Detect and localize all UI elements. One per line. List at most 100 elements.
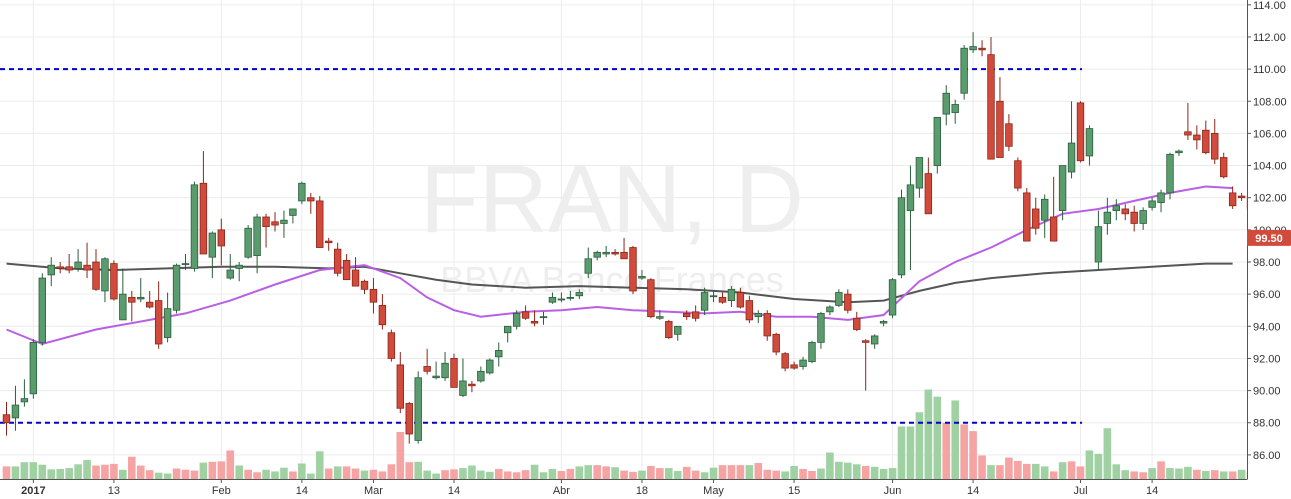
price-tick-label: 90.00 [1253,386,1281,398]
candle-body [530,321,539,324]
candle-body [1139,210,1147,224]
volume-bar [92,465,100,479]
candle-body [709,295,718,298]
volume-bar [924,389,933,479]
price-tick-label: 104.00 [1253,161,1287,173]
candle-body [342,259,351,281]
volume-bar [575,466,584,479]
volume-bar [1130,471,1138,479]
volume-bar [181,469,190,479]
volume-bar [101,464,109,479]
time-tick-label: 14 [967,485,979,497]
candle-body [360,280,369,290]
horizontal-level-lines[interactable] [0,68,1082,424]
candle-body [459,380,467,396]
candle-body [987,54,995,160]
candle-body [29,341,38,395]
watermark-symbol: FRAN, D [420,146,804,253]
volume-bar [951,400,959,479]
volume-bar [1148,468,1156,479]
price-axis[interactable]: 86.0088.0090.0092.0094.0096.0098.00100.0… [1247,0,1291,499]
volume-bar [136,465,145,479]
price-tick-label: 114.00 [1253,0,1286,12]
candle-body [56,266,64,269]
candle-body [262,216,270,228]
candle-body [978,47,986,51]
candle-body [396,364,404,409]
volume-bar [262,469,270,479]
volume-bar [1014,460,1022,479]
time-axis[interactable]: 2017 13 Feb 14 Mar 14 Abr 18 May 15 Jun 14 Jul 14 [0,479,1291,499]
candle-body [1067,142,1076,173]
candle-body [915,157,924,189]
candle-body [1121,208,1129,215]
candle-body [888,279,897,316]
volume-bar [298,463,306,479]
candle-body [772,333,780,353]
volume-bar [861,465,870,479]
time-tick-label: Jun [884,485,902,497]
volume-bar [566,468,575,479]
candle-body [1228,192,1237,207]
volume-bar [1031,463,1040,479]
volume-bar [611,467,619,479]
volume-bar [208,461,217,479]
candle-body [638,276,646,279]
candle-body [924,173,933,215]
volume-bar [656,468,664,479]
candle-body [700,292,709,311]
volume-bar [235,465,243,479]
volume-bar [539,472,548,479]
price-tick-label: 88.00 [1253,418,1281,430]
volume-bar [1202,471,1210,479]
volume-bar [1219,471,1228,479]
candle-body [539,316,548,319]
volume-bar [47,469,56,479]
candle-body [933,116,941,166]
candle-body [1193,134,1201,141]
candle-body [414,377,422,441]
volume-bar [691,470,700,479]
volume-bar [163,473,172,479]
volume-bar [530,464,539,479]
volume-bar [1040,466,1049,479]
volume-bar [1076,466,1085,479]
candle-body [1175,150,1183,154]
volume-bar [450,469,458,479]
volume-bar [647,465,655,479]
volume-bar [387,464,396,479]
candle-body [942,92,950,115]
volume-bar [933,396,942,479]
volume-bar [1228,471,1237,479]
last-price-label: 99.50 [1255,233,1283,245]
volume-bar [781,471,789,479]
volume-bar [468,465,476,479]
candle-body [450,358,458,388]
candle-body [369,288,378,303]
candle-body [307,197,315,202]
candle-body [1014,160,1022,189]
volume-bar [414,461,422,479]
candle-body [1237,195,1246,199]
candle-body [1184,131,1192,136]
candle-body [226,269,234,279]
volume-bar [494,468,503,479]
candle-body [101,258,109,292]
volume-bar [915,412,924,479]
price-tick-label: 98.00 [1253,257,1281,269]
volume-bars [2,389,1255,479]
candle-body [575,292,583,297]
candle-body [495,350,503,358]
volume-bar [11,466,20,479]
candle-body [289,208,297,216]
candle-body [1049,216,1058,242]
volume-bar [718,465,727,479]
candle-body [1085,128,1094,157]
volume-bar [289,471,297,479]
candle-body [271,221,279,226]
volume-bar [1121,470,1130,479]
volume-bar [226,450,235,479]
volume-bar [128,456,136,479]
volume-bar [1094,453,1103,479]
